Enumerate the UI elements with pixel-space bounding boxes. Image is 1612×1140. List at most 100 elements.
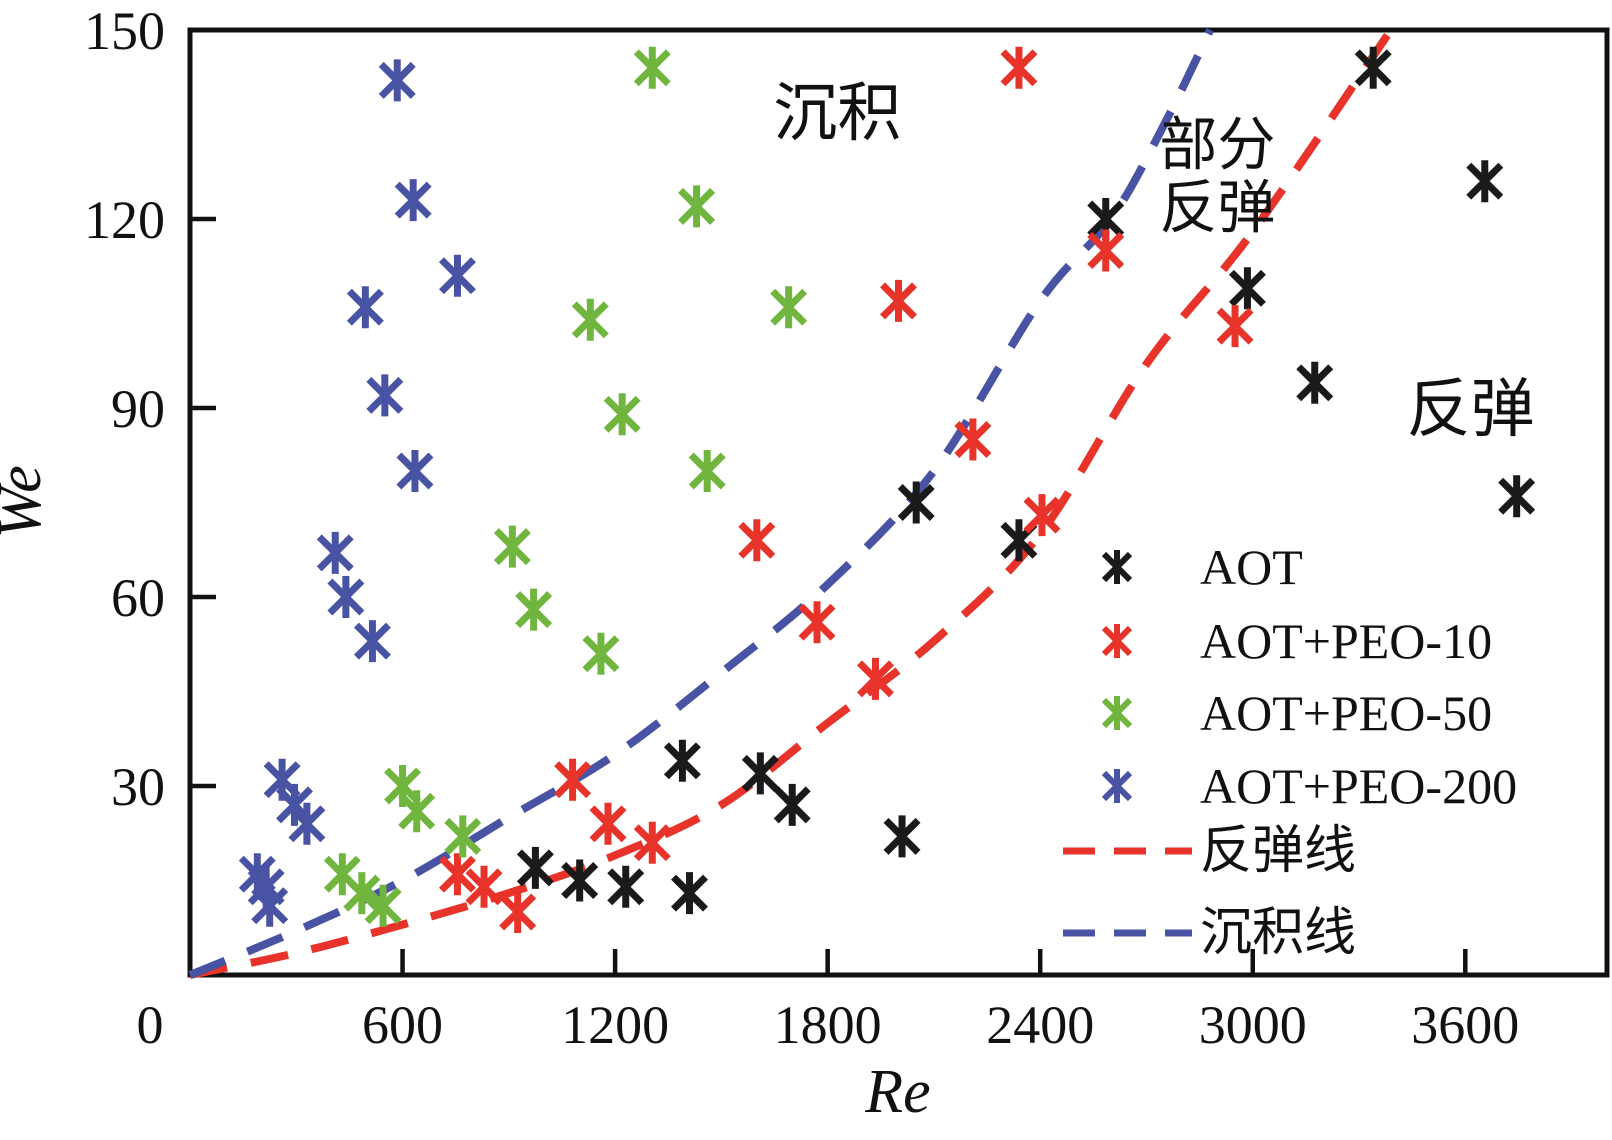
marker-arm-d2 (516, 849, 554, 887)
marker-arm-d2 (1087, 232, 1125, 269)
marker-arm-d2 (364, 887, 402, 925)
legend-marker (1101, 624, 1133, 658)
data-point (1498, 475, 1536, 518)
marker-arm-d2 (1296, 364, 1334, 402)
data-point (438, 853, 476, 896)
data-point (465, 865, 503, 908)
marker-arm-d2 (678, 187, 716, 225)
series-aot-peo-200 (238, 59, 476, 927)
data-point (438, 254, 476, 297)
marker-arm-d2 (1087, 200, 1125, 238)
marker-arm-d2 (561, 862, 599, 899)
marker-arm-d2 (1101, 770, 1133, 802)
data-point (738, 519, 776, 562)
marker-arm-d2 (688, 452, 726, 490)
marker-arm-d2 (438, 855, 476, 893)
data-point (327, 576, 365, 618)
data-point (607, 865, 645, 908)
data-point (1087, 229, 1125, 272)
data-point (897, 481, 935, 524)
data-point (343, 872, 381, 915)
marker-arm-d2 (327, 578, 365, 616)
marker-arm-d2 (589, 805, 627, 843)
marker-arm-d2 (384, 767, 422, 805)
data-point (346, 286, 384, 329)
legend-label: AOT+PEO-200 (1200, 758, 1517, 814)
marker-arm-d2 (738, 521, 776, 559)
y-tick-label: 90 (111, 379, 165, 439)
data-point (554, 758, 592, 801)
data-point (678, 185, 716, 228)
marker-arm-d2 (1466, 162, 1504, 200)
x-tick-label: 600 (362, 995, 443, 1055)
marker-arm-d2 (954, 421, 992, 458)
legend-marker (1101, 550, 1133, 584)
marker-arm-d2 (663, 742, 701, 780)
data-point (1216, 305, 1254, 348)
data-point (366, 374, 404, 417)
data-point (493, 525, 531, 568)
marker-arm-d2 (633, 49, 671, 87)
marker-arm-d2 (1101, 697, 1133, 729)
data-point (633, 46, 671, 89)
data-point (954, 418, 992, 461)
marker-arm-d2 (465, 868, 503, 906)
marker-arm-d2 (288, 805, 326, 843)
marker-arm-d2 (398, 792, 436, 830)
marker-arm-d2 (394, 181, 432, 219)
marker-arm-d2 (378, 61, 416, 99)
y-tick-label: 60 (111, 568, 165, 628)
x-tick-label: 1800 (774, 995, 882, 1055)
marker-arm-d2 (251, 887, 289, 925)
marker-arm-d2 (633, 824, 671, 862)
marker-arm-d2 (396, 452, 434, 490)
data-point (603, 393, 641, 436)
data-point (1296, 361, 1334, 404)
marker-arm-d2 (343, 874, 381, 912)
x-tick-label: 1200 (561, 995, 669, 1055)
marker-arm-d2 (883, 817, 921, 855)
marker-arm-d2 (346, 288, 384, 326)
data-point (1466, 160, 1504, 203)
marker-arm-d2 (1228, 269, 1266, 307)
marker-arm-d2 (1498, 477, 1536, 515)
legend-marker (1101, 769, 1133, 803)
marker-arm-d2 (1216, 307, 1254, 345)
data-point (671, 872, 708, 915)
marker-arm-d2 (603, 395, 641, 433)
series-aot (516, 46, 1536, 915)
region-label: 反弹 (1159, 175, 1275, 240)
marker-arm-d2 (353, 622, 391, 660)
marker-arm-d2 (438, 257, 476, 295)
rebound-line (189, 27, 1395, 979)
marker-arm-d2 (323, 855, 361, 893)
series-aot-peo-50 (323, 46, 808, 927)
marker-arm-d2 (493, 528, 531, 566)
marker-arm-d2 (444, 817, 482, 855)
data-point (1354, 46, 1392, 89)
marker-arm-d2 (607, 868, 645, 906)
marker-arm-d2 (798, 603, 836, 641)
data-point (688, 450, 726, 492)
marker-arm-d2 (366, 376, 404, 414)
marker-arm-d2 (499, 893, 537, 931)
marker-arm-d2 (1101, 625, 1133, 657)
data-point (589, 802, 627, 845)
data-point (883, 815, 921, 858)
data-point (499, 891, 537, 933)
data-point (394, 179, 432, 222)
x-tick-label: 3600 (1411, 995, 1519, 1055)
marker-arm-d2 (773, 786, 811, 824)
y-tick-label: 150 (84, 1, 165, 61)
y-axis-title: We (0, 465, 54, 538)
marker-arm-d2 (515, 591, 553, 629)
legend-label: AOT+PEO-50 (1200, 685, 1492, 741)
region-label: 部分 (1159, 112, 1275, 177)
data-point (378, 59, 416, 102)
marker-arm-d2 (741, 754, 779, 792)
data-point (398, 790, 436, 833)
data-point (516, 846, 554, 889)
data-point (316, 531, 354, 574)
x-tick-label: 3000 (1199, 995, 1307, 1055)
